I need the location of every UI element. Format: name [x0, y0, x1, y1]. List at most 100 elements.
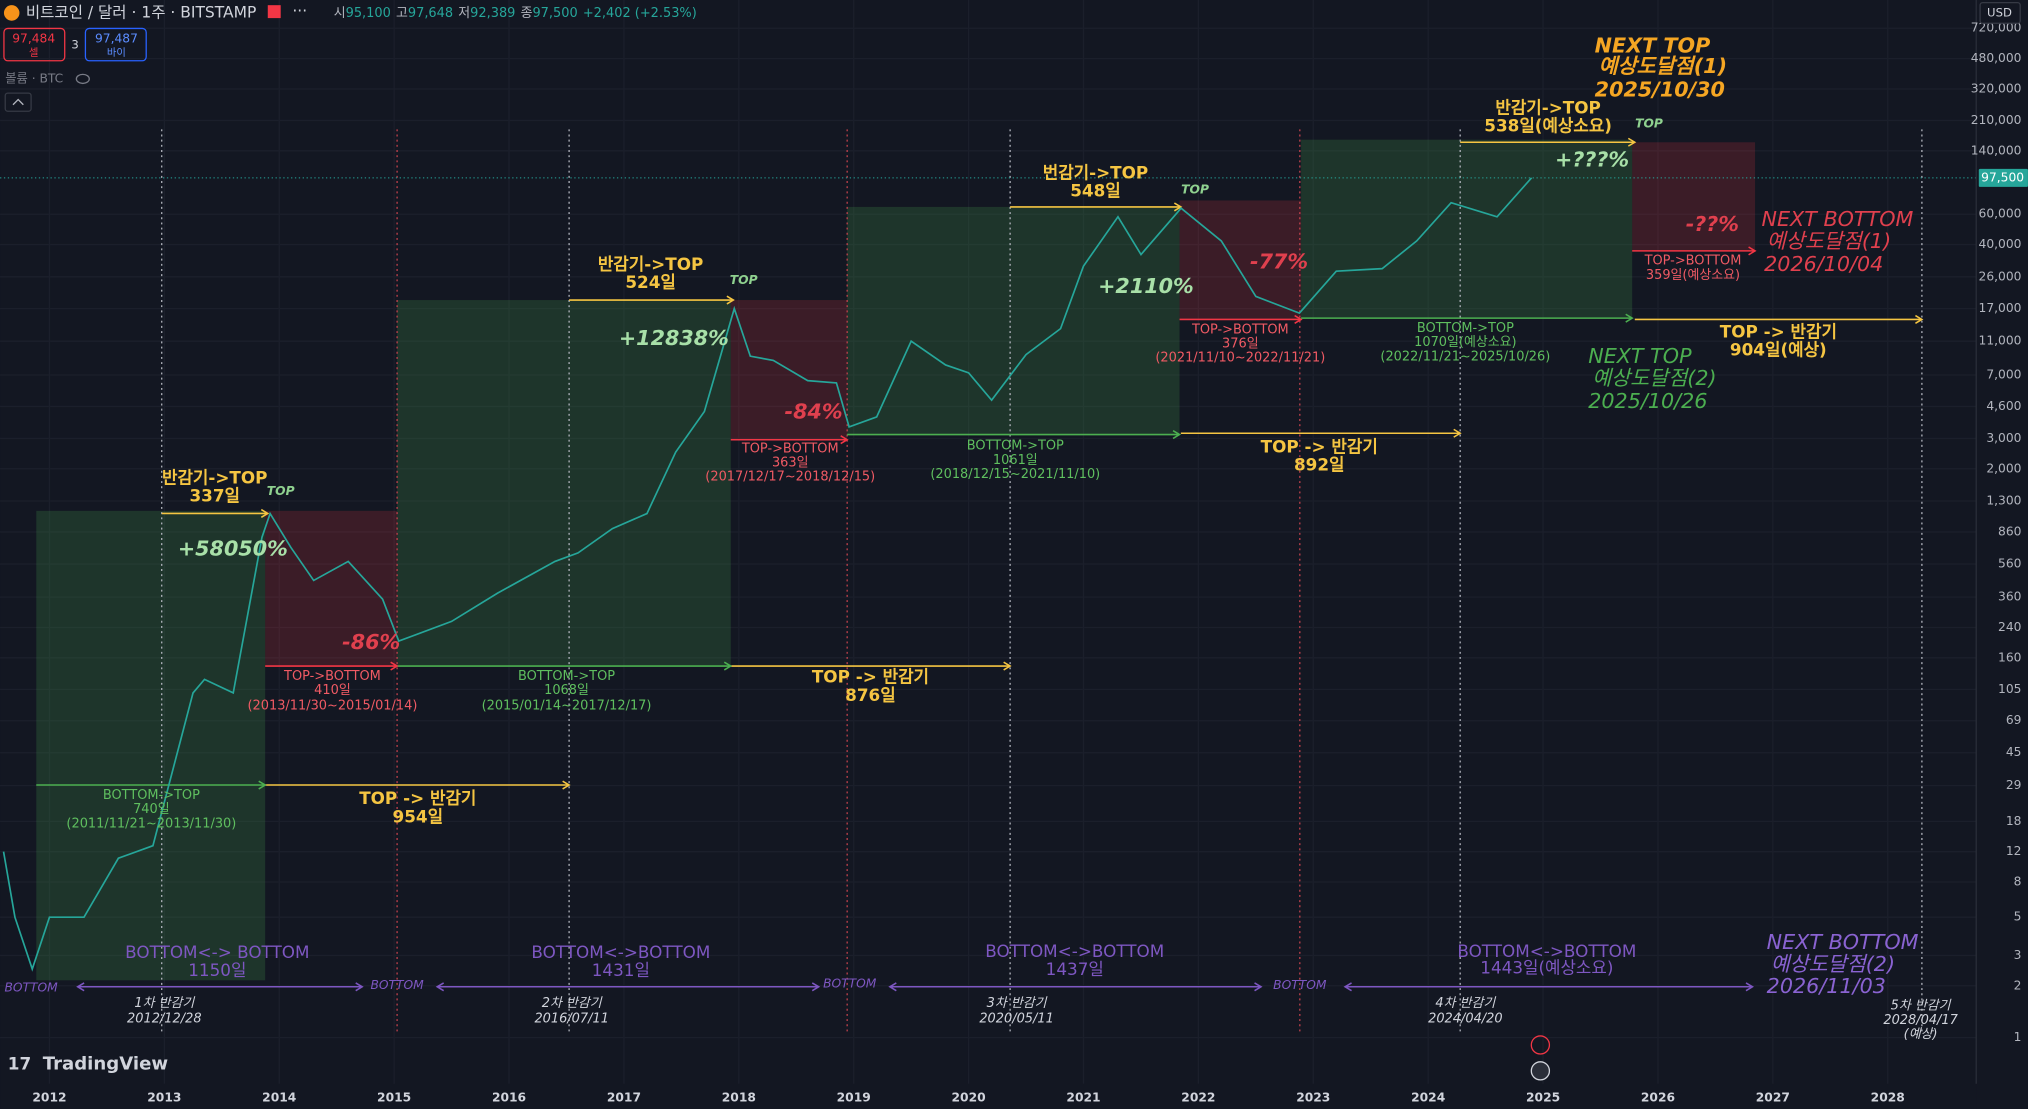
collapse-button[interactable]: [4, 92, 32, 112]
y-tick-label: 29: [2006, 778, 2022, 792]
y-tick-label: 60,000: [1979, 207, 2022, 221]
y-tick-label: 12: [2006, 844, 2022, 858]
annotation: 1차 반감기: [134, 996, 195, 1011]
flag-icon[interactable]: [267, 5, 281, 19]
annotation: (2013/11/30~2015/01/14): [247, 699, 417, 714]
y-axis-panel: [1976, 0, 2028, 1109]
symbol[interactable]: 비트코인 / 달러 · 1주 · BITSTAMP: [26, 3, 256, 21]
y-tick-label: 40,000: [1979, 237, 2022, 251]
arrow-head: [1172, 430, 1182, 440]
annotation: NEXT TOP: [1595, 34, 1711, 58]
y-tick-label: 140,000: [1971, 143, 2022, 157]
event-icon[interactable]: [1530, 1035, 1551, 1055]
annotation: +2110%: [1098, 274, 1194, 298]
arrow-head: [1748, 246, 1757, 256]
top-to-bottom-zone: [1179, 200, 1302, 320]
annotation: 2016/07/11: [534, 1012, 608, 1027]
annotation: TOP -> 반감기: [812, 667, 929, 687]
y-tick-label: 26,000: [1979, 269, 2022, 283]
y-tick-label: 160: [1998, 650, 2021, 664]
y-tick-label: 3,000: [1986, 431, 2021, 445]
arrow-head: [1625, 313, 1634, 323]
annotation: 740일: [133, 802, 170, 817]
y-tick-label: 3: [2014, 948, 2022, 962]
label: 저: [458, 5, 470, 20]
annotation: 1150일: [188, 960, 246, 980]
arrow-head: [1173, 202, 1183, 212]
y-tick-label: 69: [2006, 713, 2022, 727]
annotation: BOTTOM<->BOTTOM: [985, 941, 1164, 961]
annotation: 2025/10/30: [1595, 78, 1725, 102]
annotation: 410일: [314, 683, 351, 698]
annotation: 번감기->TOP: [1043, 162, 1148, 182]
annotation: 359일(예상소요): [1646, 268, 1740, 283]
price-tag: [1978, 168, 2028, 187]
annotation: TOP -> 반감기: [1720, 321, 1837, 341]
x-tick-label: 2014: [262, 1091, 296, 1105]
y-tick-label: 8: [2014, 875, 2022, 889]
annotation: 예상도달점(1): [1599, 54, 1727, 78]
arrow-head: [840, 435, 849, 445]
event-icon[interactable]: [1530, 1061, 1551, 1081]
annotation: TOP->BOTTOM: [1644, 254, 1742, 269]
y-tick-label: 860: [1998, 524, 2021, 538]
arrow-head: [1453, 428, 1462, 438]
eye-icon[interactable]: [75, 73, 90, 85]
spread: 3: [71, 38, 78, 52]
annotation: BOTTOM->TOP: [518, 669, 615, 684]
annotation: NEXT BOTTOM: [1762, 207, 1914, 231]
arrow-head: [260, 508, 270, 518]
arrow-head: [723, 661, 733, 671]
arrow-head: [258, 780, 267, 790]
y-tick-label: 720,000: [1971, 21, 2022, 35]
value: 97,648: [408, 5, 453, 20]
more-button[interactable]: ···: [292, 2, 307, 20]
annotation: (2015/01/14~2017/12/17): [482, 699, 652, 714]
annotation: 954일: [393, 806, 444, 826]
x-tick-label: 2013: [147, 1091, 181, 1105]
annotation: (2021/11/10~2022/11/21): [1155, 351, 1325, 366]
arrow-head: [435, 982, 445, 992]
buy-button[interactable]: [84, 27, 147, 62]
x-tick-label: 2025: [1526, 1091, 1560, 1105]
annotation: BOTTOM: [823, 977, 877, 991]
annotation: 예상도달점(1): [1767, 229, 1891, 253]
chevron-icon: [12, 98, 24, 106]
value: 95,100: [346, 5, 391, 20]
arrow-head: [726, 295, 735, 305]
annotation: 1068일: [544, 683, 589, 698]
annotation: 2026/11/03: [1767, 974, 1886, 998]
annotation: -84%: [784, 400, 842, 424]
arrow-head: [1343, 982, 1352, 992]
arrow-head: [811, 982, 821, 992]
arrow-head: [1003, 661, 1012, 671]
annotation: TOP: [1635, 117, 1663, 131]
annotation: BOTTOM<-> BOTTOM: [125, 942, 309, 962]
y-tick-label: 17,000: [1979, 301, 2022, 315]
annotation: 337일: [189, 486, 240, 506]
annotation: TOP->BOTTOM: [741, 441, 839, 456]
annotation: 5차 반감기: [1891, 999, 1952, 1014]
annotation: +58050%: [178, 537, 288, 561]
price-line: [2, 177, 1533, 972]
top-to-bottom-zone: [1632, 142, 1756, 251]
annotation: 1070일(예상소요): [1414, 335, 1516, 350]
drawings: [36, 129, 1924, 1035]
buy-label: 바이: [107, 47, 126, 59]
annotation: BOTTOM: [370, 978, 424, 992]
bottom-to-top-zone: [847, 206, 1180, 435]
annotation: -86%: [342, 630, 400, 654]
arrow-head: [355, 982, 364, 992]
x-tick-label: 2021: [1066, 1091, 1100, 1105]
logo-mark: 17: [8, 1053, 31, 1073]
annotation: -??%: [1686, 212, 1739, 236]
annotation: TOP->BOTTOM: [283, 669, 381, 684]
annotation: 2차 반감기: [542, 996, 603, 1011]
annotation: 3차 반감기: [987, 996, 1048, 1011]
currency-box[interactable]: [1979, 1, 2021, 24]
annotation: 892일: [1294, 455, 1345, 475]
annotation: 2020/05/11: [979, 1012, 1053, 1027]
sell-button[interactable]: [3, 27, 66, 62]
axes: 1235812182945691051602403605608601,3002,…: [32, 21, 2028, 1105]
